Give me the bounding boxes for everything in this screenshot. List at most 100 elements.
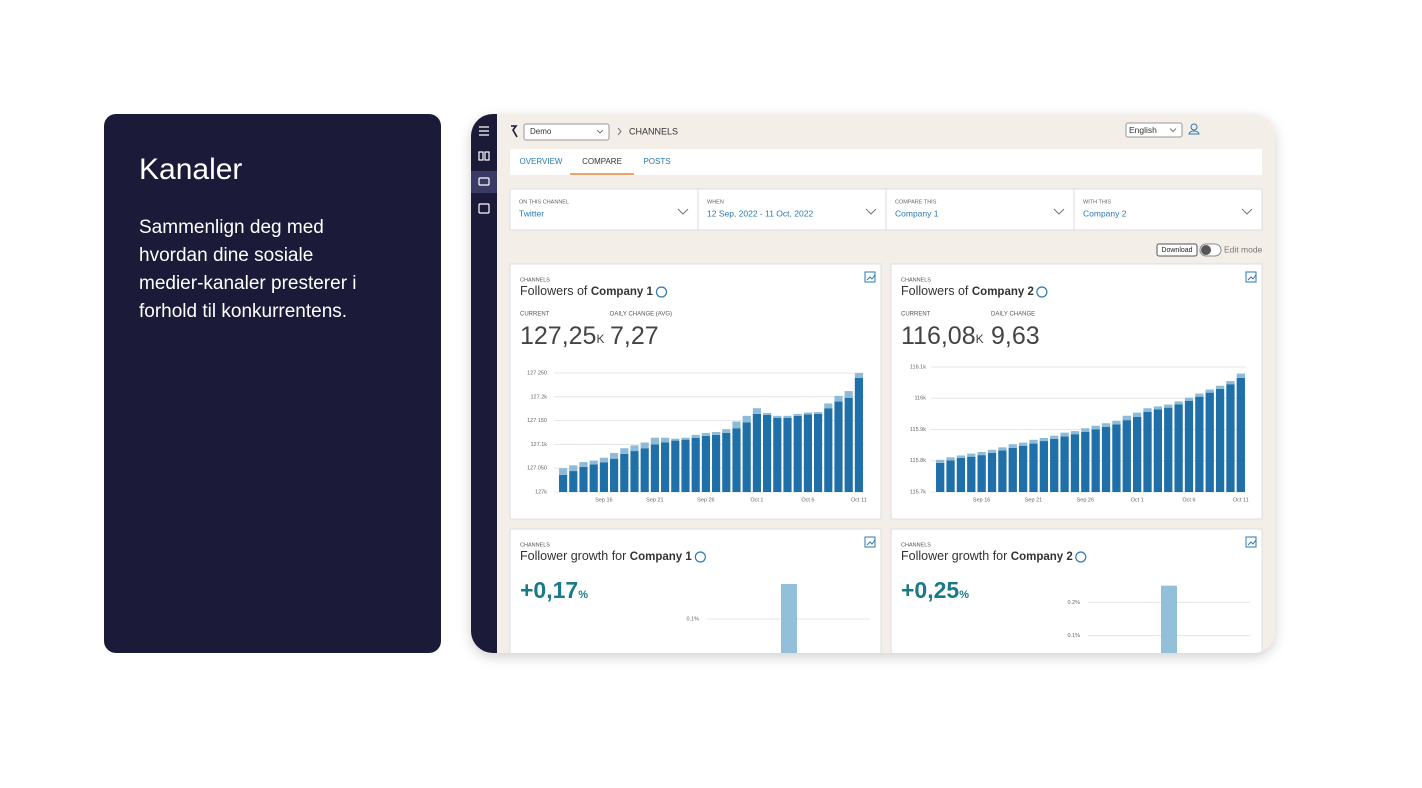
card-section: CHANNELS bbox=[901, 542, 931, 548]
x-tick-label: Sep 16 bbox=[973, 497, 990, 503]
bar bbox=[640, 442, 649, 449]
chart-card bbox=[890, 528, 1263, 653]
bar bbox=[1153, 406, 1163, 410]
title-text: Follower growth for bbox=[901, 549, 1007, 563]
bar bbox=[1070, 431, 1080, 435]
bar bbox=[732, 421, 741, 429]
bar bbox=[671, 438, 680, 441]
kpi-number: 116,08 bbox=[901, 322, 976, 350]
panel-title: Kanaler bbox=[139, 153, 242, 186]
bar bbox=[722, 429, 731, 433]
chart-icon[interactable] bbox=[864, 271, 876, 283]
chart-icon-line bbox=[866, 539, 876, 546]
filter-value[interactable]: Company 1 bbox=[895, 208, 939, 218]
kpi-label: CURRENT bbox=[520, 312, 550, 318]
tab[interactable]: COMPARE bbox=[582, 157, 622, 166]
bar bbox=[854, 373, 863, 378]
bar bbox=[1143, 412, 1152, 492]
breadcrumb: CHANNELS bbox=[629, 126, 678, 136]
bar bbox=[1050, 435, 1059, 439]
bar bbox=[956, 457, 966, 492]
filter-value[interactable]: 12 Sep, 2022 - 11 Oct, 2022 bbox=[707, 208, 813, 218]
kpi-unit: K bbox=[596, 332, 604, 346]
title-text: Follower growth for bbox=[520, 549, 626, 563]
tab[interactable]: OVERVIEW bbox=[520, 157, 563, 166]
y-tick-label: 116.1k bbox=[910, 364, 926, 370]
y-tick-label: 127.1k bbox=[530, 442, 547, 448]
download-label: Download bbox=[1161, 247, 1192, 254]
bar bbox=[691, 437, 700, 492]
kpi-number: 127,25 bbox=[520, 322, 596, 350]
bar bbox=[1029, 439, 1038, 444]
bar bbox=[752, 408, 761, 414]
bar bbox=[1112, 420, 1121, 425]
bar bbox=[1133, 412, 1142, 417]
x-tick-label: Sep 16 bbox=[595, 497, 612, 503]
bar bbox=[1195, 396, 1204, 492]
title-company: Company 1 bbox=[630, 551, 693, 563]
chart-icon[interactable] bbox=[1245, 536, 1257, 548]
tab-bar bbox=[510, 149, 1262, 175]
y-tick-label: 0.1% bbox=[686, 616, 699, 622]
app-screenshot: Demo CHANNELS English OVERVIEW COMPARE POS… bbox=[471, 114, 1263, 653]
download-button[interactable] bbox=[1156, 243, 1198, 257]
bar bbox=[599, 457, 608, 463]
chart-icon[interactable] bbox=[864, 536, 876, 548]
language-value: English bbox=[1129, 125, 1157, 135]
filter-value[interactable]: Twitter bbox=[519, 208, 544, 218]
chart-card bbox=[509, 528, 882, 653]
bar bbox=[1184, 397, 1194, 401]
bar bbox=[824, 408, 833, 492]
bar bbox=[1236, 373, 1245, 378]
bar bbox=[752, 413, 761, 492]
info-icon bbox=[694, 551, 706, 563]
y-tick-label: 115.8k bbox=[910, 458, 926, 464]
y-tick-label: 0.1% bbox=[1067, 633, 1080, 639]
bar bbox=[610, 452, 619, 459]
title-company: Company 2 bbox=[1011, 551, 1073, 563]
title-text: Followers of bbox=[901, 284, 969, 298]
bar bbox=[630, 451, 639, 492]
filter-value[interactable]: Company 2 bbox=[1083, 208, 1127, 218]
bar bbox=[589, 460, 598, 465]
bar bbox=[834, 401, 843, 492]
growth-headline: +0,25% bbox=[901, 577, 969, 603]
x-tick-label: Oct 6 bbox=[1182, 497, 1195, 503]
bar bbox=[1101, 427, 1111, 492]
user-icon[interactable] bbox=[1188, 123, 1200, 135]
sidebar-icons bbox=[478, 126, 490, 214]
org-select[interactable] bbox=[523, 123, 610, 141]
bar bbox=[783, 417, 792, 492]
y-tick-label: 127.2k bbox=[530, 394, 547, 400]
org-select-value: Demo bbox=[530, 127, 552, 136]
card-section: CHANNELS bbox=[520, 542, 550, 548]
card-title: Follower growth for Company 1 bbox=[520, 549, 692, 563]
bar bbox=[1039, 441, 1048, 492]
bar bbox=[732, 428, 741, 492]
chart-icon-line bbox=[866, 274, 876, 281]
kpi-number: 9,63 bbox=[991, 322, 1040, 350]
tab[interactable]: POSTS bbox=[643, 157, 670, 166]
bar bbox=[1091, 425, 1100, 430]
filter-label: WITH THIS bbox=[1083, 199, 1111, 205]
bar bbox=[854, 377, 863, 492]
bar bbox=[742, 415, 751, 423]
bar bbox=[640, 448, 649, 492]
chevron bbox=[677, 208, 689, 215]
bar bbox=[630, 445, 639, 452]
bar bbox=[936, 462, 945, 492]
bar bbox=[1153, 409, 1163, 492]
language-select[interactable] bbox=[1125, 122, 1183, 138]
info-icon bbox=[1036, 286, 1048, 298]
bar bbox=[1101, 423, 1111, 427]
toggle-knob bbox=[1201, 245, 1211, 255]
card-section: CHANNELS bbox=[901, 277, 931, 283]
kpi-unit: K bbox=[976, 332, 984, 346]
info-panel bbox=[104, 114, 441, 653]
x-tick-label: Oct 1 bbox=[1131, 497, 1144, 503]
bar bbox=[1236, 377, 1245, 492]
chevron bbox=[1169, 128, 1177, 133]
chart-icon[interactable] bbox=[1245, 271, 1257, 283]
bar bbox=[803, 412, 812, 415]
